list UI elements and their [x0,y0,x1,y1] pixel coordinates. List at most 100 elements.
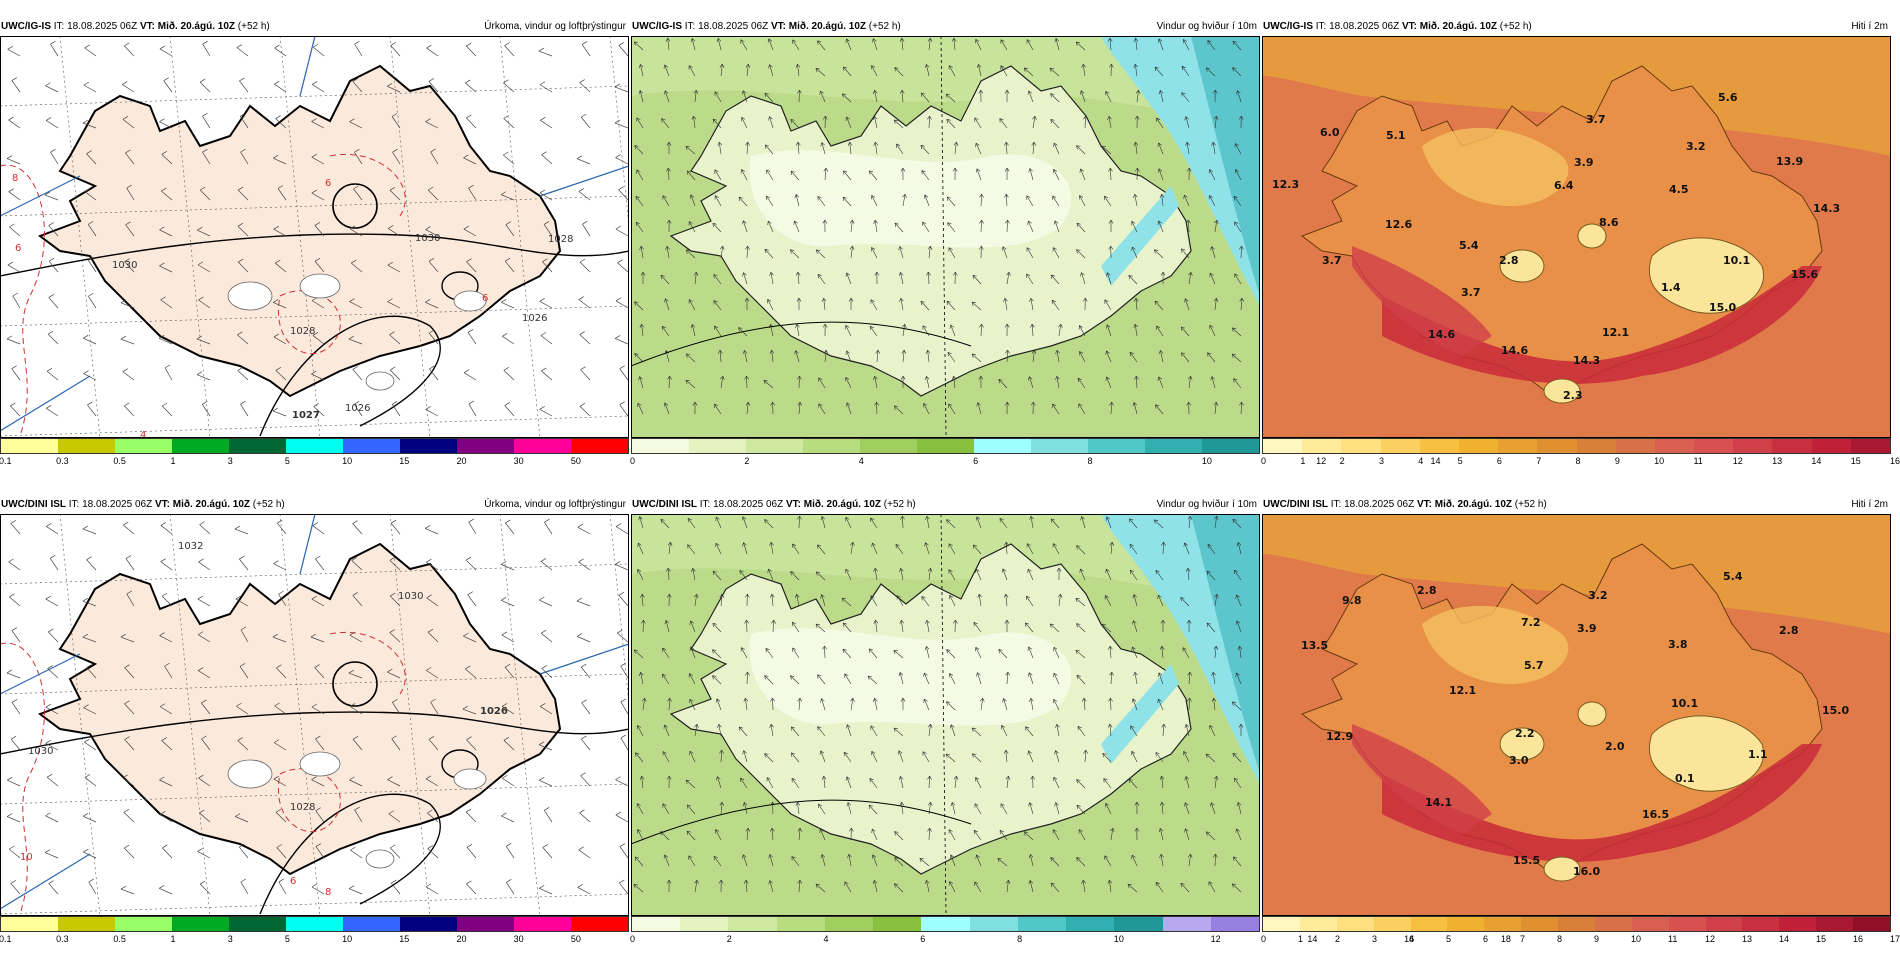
map-label: 1028 [290,802,315,813]
legend-tick: 20 [456,456,466,466]
legend-tick: 9 [1594,934,1599,944]
panel-title: Vindur og hviður í 10m [1157,496,1257,514]
map-label: 1.4 [1661,281,1681,294]
map-label: 10.1 [1671,697,1698,710]
panel-header: UWC/IG-IS IT: 18.08.2025 06Z VT: Mið. 20… [0,18,629,36]
map-label: 5.1 [1386,129,1406,142]
legend-swatch [400,439,457,453]
legend-swatch [1066,917,1114,931]
init-time: IT: 18.08.2025 06Z [69,499,152,510]
legend-swatch [1263,917,1300,931]
legend-swatch [1163,917,1211,931]
legend-tick: 6 [1497,456,1502,466]
legend-tick: 3 [1379,456,1384,466]
map-label: 2.8 [1779,624,1799,637]
map-label: 2.3 [1563,389,1583,402]
legend-tick: 10 [1114,934,1124,944]
model-name: UWC/IG-IS [1,21,51,32]
legend-tick: 2 [727,934,732,944]
map-label: 1028 [290,326,315,337]
legend-swatch [571,439,628,453]
panel-title: Úrkoma, vindur og loftþrýstingur [484,18,626,36]
legend-bar [631,916,1260,932]
map-label: 8 [325,887,331,898]
legend-swatch [1211,917,1259,931]
legend-swatch [825,917,873,931]
panel-header: UWC/DINI ISL IT: 18.08.2025 06Z VT: Mið.… [0,496,629,514]
map-label: 1028 [548,234,573,245]
legend-swatch [917,439,974,453]
legend-tick: 0.5 [113,456,126,466]
map-label: 15.5 [1513,854,1540,867]
legend-swatch [1300,917,1337,931]
legend-tick: 10 [342,934,352,944]
legend-tick: 16 [1853,934,1863,944]
panel-title: Hiti í 2m [1851,496,1888,514]
map-label: 12.1 [1449,684,1476,697]
panel-title: Úrkoma, vindur og loftþrýstingur [484,496,626,514]
map-label: 2.8 [1417,584,1437,597]
legend-swatch [680,917,728,931]
legend-tick: 0 [630,934,635,944]
map-label: 15.6 [1791,268,1818,281]
legend-swatch [1558,917,1595,931]
legend-swatch [921,917,969,931]
legend-tick: 15 [1816,934,1826,944]
legend-tick: 3 [1372,934,1377,944]
legend-swatch [632,439,689,453]
legend-swatch [1018,917,1066,931]
legend-swatch [1616,439,1655,453]
legend-swatch [746,439,803,453]
legend-bar [1262,438,1891,454]
valid-time-label: VT: [155,499,170,510]
map-label: 4.5 [1669,183,1689,196]
legend-swatch [514,439,571,453]
legend-tick: 4 [1409,934,1414,944]
forecast-step: (+52 h) [238,21,270,32]
map-label: 2.0 [1605,740,1625,753]
valid-time: Mið. 20.ágú. 10Z [158,21,235,32]
legend-swatch [1114,917,1162,931]
legend-tick: 20 [456,934,466,944]
legend-swatch [1779,917,1816,931]
valid-time-label: VT: [786,499,801,510]
map-svg [631,36,1260,438]
valid-time-label: VT: [1402,21,1417,32]
legend-swatch [974,439,1031,453]
map-label: 14.3 [1813,202,1840,215]
legend-tick: 4 [1418,456,1423,466]
map-label: 1030 [415,233,440,244]
legend-tick: 7 [1520,934,1525,944]
panel-header: UWC/IG-IS IT: 18.08.2025 06Z VT: Mið. 20… [631,18,1260,36]
map-label: 12.6 [1385,218,1412,231]
legend-swatch [777,917,825,931]
legend-tick: 11 [1668,934,1677,944]
legend-tick: 7 [1536,456,1541,466]
legend-tick: 8 [1017,934,1022,944]
legend-swatch [1447,917,1484,931]
valid-time: Mið. 20.ágú. 10Z [1435,499,1512,510]
map-label: 3.8 [1668,638,1688,651]
panel-header: UWC/IG-IS IT: 18.08.2025 06Z VT: Mið. 20… [1262,18,1891,36]
legend-tick: 3 [228,934,233,944]
valid-time: Mið. 20.ágú. 10Z [789,21,866,32]
legend-tick: 0.5 [113,934,126,944]
legend-swatch [172,917,229,931]
map-area [631,36,1260,438]
legend-tick: 1 [1298,934,1303,944]
legend-swatch [58,439,115,453]
legend-tick: 14 [1811,456,1821,466]
panel-header: UWC/DINI ISL IT: 18.08.2025 06Z VT: Mið.… [631,496,1260,514]
legend-tick: 9 [1615,456,1620,466]
model-name: UWC/DINI ISL [1263,499,1328,510]
legend-tick: 12 [1733,456,1743,466]
map-label: 2.8 [1499,254,1519,267]
model-name: UWC/DINI ISL [632,499,697,510]
